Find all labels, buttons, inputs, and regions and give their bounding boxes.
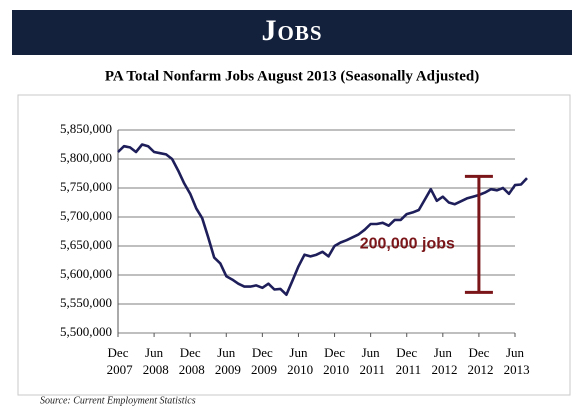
y-tick-label: 5,750,000	[60, 179, 112, 194]
x-tick-label: Dec 2011	[392, 345, 421, 377]
y-tick-label: 5,550,000	[60, 295, 112, 310]
header-title: Jobs	[261, 14, 322, 47]
y-tick-label: 5,650,000	[60, 237, 112, 252]
data-line	[117, 143, 528, 297]
x-tick-label: Jun 2013	[500, 345, 529, 377]
x-tick-label: Jun 2008	[139, 345, 168, 377]
x-tick-label: Dec 2010	[320, 345, 349, 377]
y-tick-label: 5,600,000	[60, 266, 112, 281]
x-tick-label: Dec 2009	[248, 345, 277, 377]
annotation-label: 200,000 jobs	[360, 236, 455, 253]
y-tick-label: 5,800,000	[60, 150, 112, 165]
y-tick-label: 5,500,000	[60, 324, 112, 339]
x-tick-label: Dec 2012	[464, 345, 493, 377]
x-tick-label: Jun 2010	[284, 345, 313, 377]
header-banner	[12, 10, 572, 55]
source-note: Source: Current Employment Statistics	[40, 395, 196, 406]
x-tick-label: Jun 2009	[212, 345, 241, 377]
x-tick-label: Dec 2007	[103, 345, 133, 377]
chart-title: PA Total Nonfarm Jobs August 2013 (Seaso…	[105, 68, 479, 84]
y-tick-label: 5,700,000	[60, 208, 112, 223]
x-tick-label: Dec 2008	[176, 345, 205, 377]
x-tick-label: Jun 2011	[356, 345, 385, 377]
y-tick-label: 5,850,000	[60, 121, 112, 136]
x-tick-label: Jun 2012	[428, 345, 457, 377]
